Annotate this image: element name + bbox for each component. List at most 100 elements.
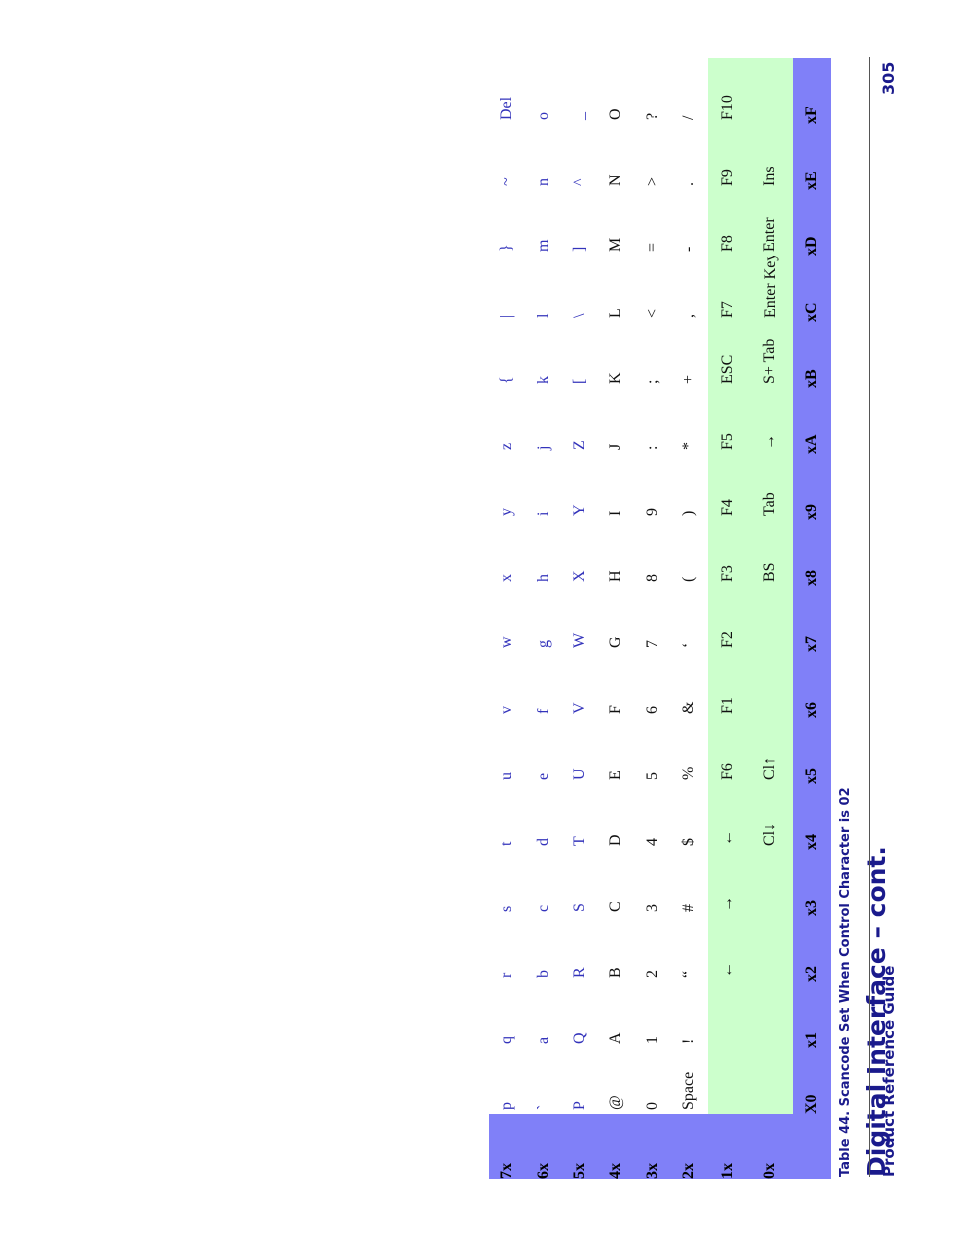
table-row: 2x Space! “ # $% & ‘ () * +, -. / (671, 58, 708, 1179)
column-header: X0 (792, 1048, 831, 1114)
row-header: 7x (489, 1114, 526, 1179)
row-header: 4x (598, 1114, 635, 1179)
table-cell: 1 (643, 1036, 661, 1044)
table-row: 0x Cl↓ Cl↑ BS Tab → S+ Tab Enter Keypd Enter Ins (748, 58, 793, 1179)
header-corner (792, 1114, 831, 1179)
footer-guide-title: Product Reference Guide (880, 965, 898, 1177)
table-cell: F9 (707, 124, 748, 190)
column-header: xA (792, 388, 831, 454)
table-cell: [ (571, 378, 589, 384)
table-cell: V (571, 702, 589, 714)
table-cell: W (571, 632, 589, 648)
table-cell: f (534, 708, 552, 714)
table-cell (748, 1048, 793, 1114)
table-cell: F1 (707, 652, 748, 718)
table-cell: F4 (707, 454, 748, 520)
column-header: xD (792, 190, 831, 256)
column-header: xC (792, 256, 831, 322)
table-cell: Enter Keypd (748, 256, 793, 322)
table-cell: ‘ (680, 642, 698, 648)
table-cell: _ (571, 112, 589, 120)
column-header: x1 (792, 982, 831, 1048)
column-header: x5 (792, 718, 831, 784)
footer-divider (869, 57, 870, 1177)
table-cell: S+ Tab (748, 322, 793, 388)
table-cell: → (748, 388, 793, 454)
table-cell: ) (680, 510, 698, 516)
table-cell: 2 (643, 970, 661, 978)
table-cell: = (643, 242, 661, 252)
table-cell: y (498, 508, 516, 516)
table-cell: 5 (643, 772, 661, 780)
table-cell: F (607, 705, 625, 714)
table-row: 5x P Q R S T U V W X Y Z [\] ^ _ (561, 58, 599, 1179)
table-cell (707, 1048, 748, 1114)
table-cell: X (571, 570, 589, 582)
table-cell: ← (707, 916, 748, 982)
row-header: 3x (634, 1114, 672, 1179)
table-cell: ! (680, 1038, 698, 1044)
table-cell: H (607, 570, 625, 582)
table-row: 6x ` a b c d e f g h i j k l m n o (525, 58, 562, 1179)
table-cell (748, 58, 793, 124)
table-cell: b (534, 970, 552, 978)
table-cell: Ins (748, 124, 793, 190)
table-cell: j (534, 445, 552, 450)
column-header: xE (792, 124, 831, 190)
table-cell: Cl↓ (748, 784, 793, 850)
table-cell: p (498, 1102, 516, 1110)
table-cell (748, 652, 793, 718)
table-cell: / (680, 115, 698, 120)
table-cell: Space (680, 1071, 698, 1110)
table-cell: 7 (643, 640, 661, 648)
table-cell: A (607, 1032, 625, 1044)
table-cell: m (534, 239, 552, 252)
table-cell: * (680, 442, 698, 450)
table-cell: } (498, 244, 516, 252)
table-cell: Z (571, 440, 589, 450)
table-cell: R (571, 967, 589, 978)
table-cell: D (607, 834, 625, 846)
table-cell: ? (643, 112, 661, 120)
table-cell: M (607, 237, 625, 252)
table-row: 3x 0 1 2 3 4 5 6 7 8 9:; < = >? (634, 58, 672, 1179)
table-cell: o (534, 112, 552, 120)
table-cell: e (534, 772, 552, 780)
table-cell: + (680, 374, 698, 384)
table-cell: Y (571, 504, 589, 516)
table-cell: F6 (707, 718, 748, 784)
table-cell (748, 586, 793, 652)
table-cell: ESC (707, 322, 748, 388)
column-header: x8 (792, 520, 831, 586)
column-header: x9 (792, 454, 831, 520)
table-cell: @ (607, 1095, 625, 1110)
column-header: x3 (792, 850, 831, 916)
table-cell: z (498, 442, 516, 450)
table-cell: g (534, 640, 552, 648)
column-header: x4 (792, 784, 831, 850)
row-header: 1x (707, 1114, 748, 1179)
table-cell: Cl↑ (748, 718, 793, 784)
table-cell: n (534, 178, 552, 186)
table-cell: d (534, 838, 552, 846)
table-cell: Enter (748, 190, 793, 256)
table-caption: Table 44. Scancode Set When Control Char… (838, 787, 853, 1177)
table-cell: 4 (643, 838, 661, 846)
table-row: 1x ← → ← F6 F1 F2 F3 F4 F5 ESC F7 F8 F9 F10 (707, 58, 748, 1179)
table-cell: F5 (707, 388, 748, 454)
table-cell: N (607, 174, 625, 186)
column-header: x2 (792, 916, 831, 982)
table-cell (748, 982, 793, 1048)
table-cell: E (607, 770, 625, 780)
table-cell: ` (534, 1104, 552, 1110)
table-row: 4x @ A B C D E F G H I J K L M N O (598, 58, 635, 1179)
table-cell: k (534, 376, 552, 384)
table-cell: T (571, 836, 589, 846)
table-cell: & (680, 701, 698, 714)
table-cell: x (498, 574, 516, 582)
table-cell: Del (498, 96, 516, 120)
table-cell: i (534, 511, 552, 516)
table-cell: - (680, 246, 698, 252)
table-cell: l (534, 313, 552, 318)
table-cell (707, 982, 748, 1048)
